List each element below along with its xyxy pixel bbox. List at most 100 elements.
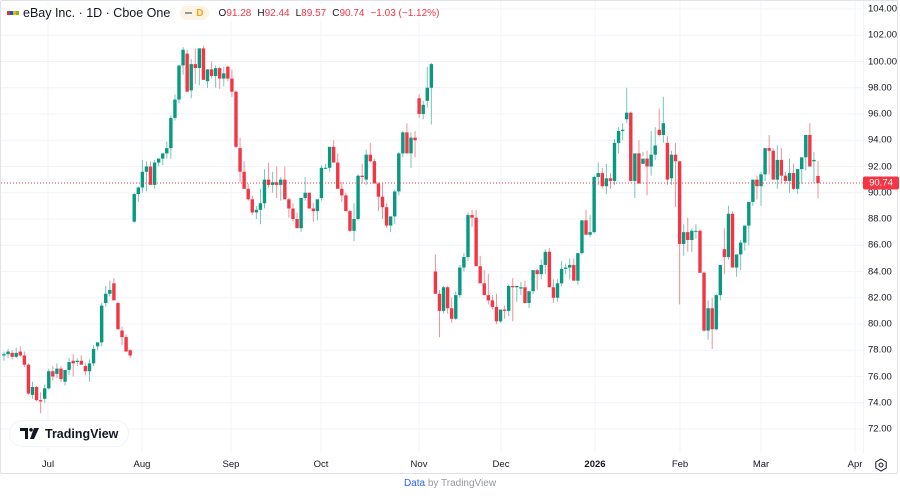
- candle-down: [124, 337, 128, 352]
- candle-down: [779, 159, 784, 176]
- candle-up: [356, 175, 360, 219]
- candle-up: [743, 225, 747, 243]
- high-label: H: [257, 7, 265, 19]
- candle-down: [193, 64, 197, 69]
- candle-up: [323, 167, 328, 169]
- candle-down: [437, 293, 442, 311]
- time-tick-label: Mar: [752, 459, 770, 470]
- candle-down: [340, 188, 344, 196]
- candle-up: [152, 162, 157, 185]
- candle-up: [63, 369, 67, 382]
- high-value: 92.44: [264, 7, 290, 19]
- candle-up: [466, 215, 470, 258]
- candle-up: [694, 230, 698, 232]
- candle-down: [791, 173, 796, 189]
- data-link[interactable]: Data: [403, 478, 426, 489]
- candle-up: [213, 68, 218, 76]
- candle-up: [462, 257, 466, 268]
- time-tick-label: Aug: [133, 459, 151, 470]
- chart-container[interactable]: eBay Inc. · 1D · Cboe One D O91.28 H92.4…: [0, 0, 900, 475]
- time-tick-label: Nov: [410, 459, 428, 470]
- candle-down: [600, 173, 604, 187]
- candle-up: [388, 216, 393, 226]
- candle-up: [763, 148, 767, 175]
- candle-up: [397, 153, 401, 192]
- candle-down: [482, 283, 486, 296]
- candle-up: [144, 166, 149, 172]
- price-tick-label: 90.00: [868, 187, 892, 199]
- candle-up: [592, 177, 596, 233]
- candle-up: [393, 191, 397, 217]
- candle-down: [413, 137, 417, 141]
- candle-up: [303, 192, 307, 198]
- price-tick-label: 72.00: [868, 423, 892, 435]
- candle-down: [722, 249, 727, 258]
- candle-up: [401, 132, 405, 154]
- candle-up: [47, 371, 51, 389]
- candle-down: [433, 271, 438, 294]
- interval-badge[interactable]: D: [180, 6, 209, 20]
- time-tick-label: Apr: [847, 459, 863, 470]
- candle-up: [136, 187, 141, 195]
- symbol-title[interactable]: eBay Inc. · 1D · Cboe One: [23, 6, 171, 20]
- candle-up: [104, 293, 108, 303]
- candle-up: [726, 213, 731, 258]
- candle-up: [576, 253, 580, 281]
- candle-up: [425, 87, 429, 101]
- candle-up: [812, 159, 816, 162]
- settings-gear-icon[interactable]: [874, 458, 888, 472]
- candle-up: [6, 351, 10, 355]
- candle-up: [205, 69, 210, 82]
- time-tick-label: Sep: [222, 459, 240, 470]
- candle-down: [10, 352, 14, 357]
- low-label: L: [295, 7, 302, 19]
- tradingview-logo-icon: [20, 428, 39, 439]
- candle-up: [559, 268, 564, 284]
- candle-down: [295, 219, 299, 229]
- price-tick-label: 88.00: [868, 213, 892, 225]
- candle-up: [563, 267, 568, 269]
- time-tick-label: Feb: [671, 459, 689, 470]
- candle-up: [315, 199, 320, 212]
- candle-up: [690, 230, 694, 240]
- candle-down: [730, 213, 735, 268]
- candle-down: [120, 330, 124, 338]
- price-tick-label: 80.00: [868, 318, 892, 330]
- candle-down: [710, 308, 714, 330]
- candle-down: [283, 179, 287, 200]
- candle-down: [34, 387, 39, 401]
- candle-up: [458, 267, 462, 296]
- candle-down: [128, 350, 132, 356]
- candle-up: [132, 194, 136, 222]
- candle-up: [714, 295, 718, 330]
- candle-up: [661, 123, 666, 135]
- tradingview-logo[interactable]: TradingView: [10, 421, 129, 446]
- candle-up: [189, 64, 193, 91]
- candle-up: [527, 291, 531, 303]
- candle-down: [677, 161, 682, 244]
- candle-up: [99, 305, 104, 343]
- candle-down: [572, 264, 576, 281]
- candle-down: [218, 68, 222, 79]
- candle-up: [429, 64, 434, 88]
- candlestick-chart[interactable]: [1, 1, 863, 453]
- time-axis[interactable]: Jul Aug Sep Oct Nov Dec 2026 Feb Mar Apr: [1, 453, 863, 475]
- candle-down: [311, 208, 316, 212]
- candle-up: [156, 158, 161, 163]
- candle-down: [686, 232, 690, 240]
- candle-down: [783, 175, 788, 181]
- low-value: 89.57: [301, 7, 327, 19]
- chart-plot-area[interactable]: [1, 1, 863, 453]
- candle-down: [372, 161, 377, 184]
- candle-down: [287, 199, 291, 209]
- candle-up: [588, 232, 592, 235]
- candle-up: [706, 308, 710, 331]
- candle-down: [376, 183, 381, 197]
- candle-down: [246, 188, 250, 200]
- candle-up: [751, 179, 755, 202]
- candle-down: [490, 300, 495, 307]
- tradingview-logo-text: TradingView: [45, 426, 119, 441]
- price-axis[interactable]: 104.00 102.00 100.00 98.00 96.00 94.00 92.00 90…: [863, 1, 900, 453]
- candle-up: [161, 153, 165, 159]
- candle-down: [637, 153, 641, 184]
